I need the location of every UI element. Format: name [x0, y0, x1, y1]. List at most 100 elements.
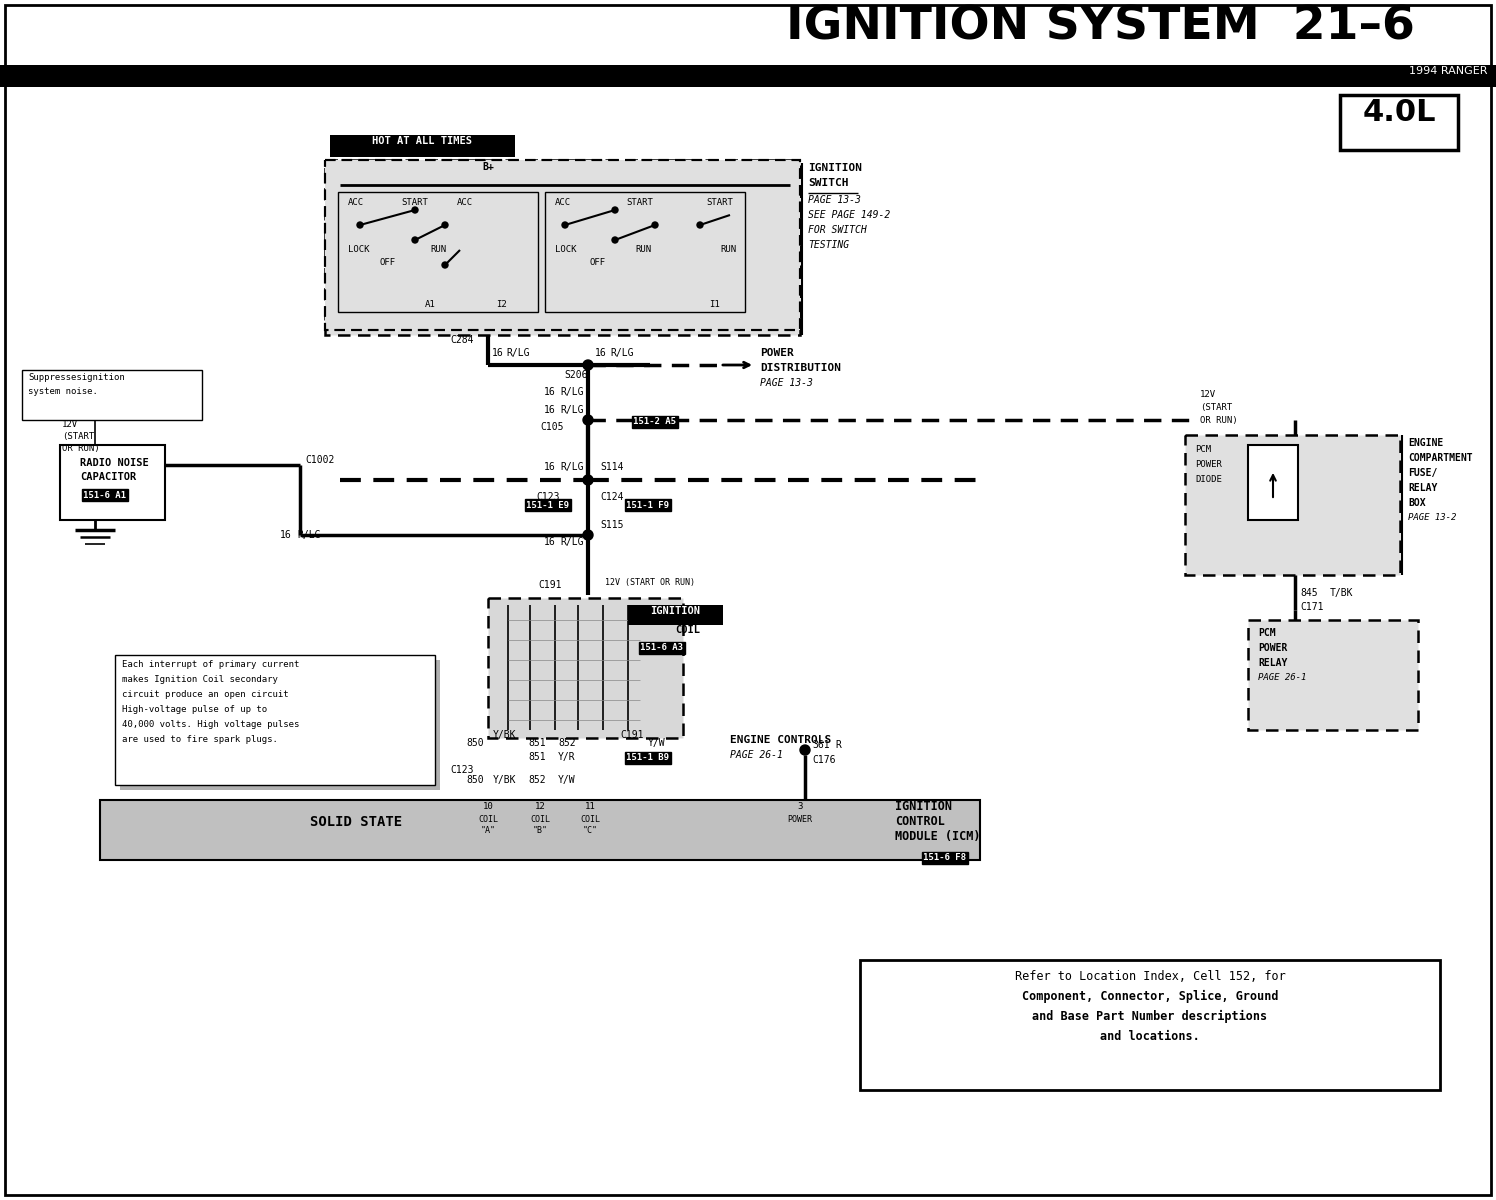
Text: 151-2 A5: 151-2 A5: [633, 418, 676, 426]
Text: 11: 11: [585, 802, 595, 811]
Text: 4.0L: 4.0L: [1363, 98, 1436, 127]
Text: R/LG: R/LG: [560, 538, 583, 547]
Bar: [1340, 95, 1459, 150]
Text: "B": "B": [533, 826, 548, 835]
Text: and Base Part Number descriptions: and Base Part Number descriptions: [1032, 1010, 1267, 1024]
Text: 151-6 A3: 151-6 A3: [640, 643, 684, 653]
Text: R: R: [835, 740, 841, 750]
Text: R/LG: R/LG: [560, 386, 583, 397]
Text: DISTRIBUTION: DISTRIBUTION: [760, 362, 841, 373]
Text: C105: C105: [540, 422, 564, 432]
Text: 16: 16: [545, 538, 557, 547]
Text: 16: 16: [545, 386, 557, 397]
Bar: [22, 370, 202, 420]
Text: RUN: RUN: [634, 245, 651, 254]
Text: PCM: PCM: [1258, 628, 1276, 638]
Text: circuit produce an open circuit: circuit produce an open circuit: [123, 690, 289, 698]
Text: RUN: RUN: [429, 245, 446, 254]
Text: Y/R: Y/R: [558, 752, 576, 762]
Text: RUN: RUN: [720, 245, 736, 254]
Text: ACC: ACC: [349, 198, 364, 206]
Text: OFF: OFF: [589, 258, 606, 266]
Circle shape: [612, 206, 618, 214]
Text: POWER: POWER: [1195, 460, 1222, 469]
Text: LOCK: LOCK: [349, 245, 370, 254]
Text: OFF: OFF: [380, 258, 396, 266]
Text: 851: 851: [528, 738, 546, 748]
Text: 16: 16: [280, 530, 292, 540]
Bar: [325, 160, 800, 330]
Text: SOLID STATE: SOLID STATE: [310, 815, 402, 829]
Text: IGNITION: IGNITION: [649, 606, 700, 616]
Text: IGNITION: IGNITION: [895, 800, 951, 814]
Bar: [0, 65, 1496, 86]
Text: 151-1 B9: 151-1 B9: [627, 754, 670, 762]
Text: Component, Connector, Splice, Ground: Component, Connector, Splice, Ground: [1022, 990, 1278, 1003]
Text: 151-6 F8: 151-6 F8: [923, 853, 966, 863]
Text: C123: C123: [536, 492, 560, 502]
Text: S114: S114: [600, 462, 624, 472]
Bar: [488, 598, 684, 738]
Text: 151-1 E9: 151-1 E9: [527, 500, 570, 510]
Text: IGNITION SYSTEM  21–6: IGNITION SYSTEM 21–6: [785, 5, 1414, 50]
Text: 12V (START OR RUN): 12V (START OR RUN): [604, 578, 696, 587]
Text: C123: C123: [450, 766, 474, 775]
Text: Y/BK: Y/BK: [494, 775, 516, 785]
Text: HOT AT ALL TIMES: HOT AT ALL TIMES: [373, 136, 473, 146]
Text: CONTROL: CONTROL: [895, 815, 945, 828]
Bar: [120, 660, 440, 790]
Text: COIL: COIL: [675, 625, 700, 635]
Text: Suppressesignition: Suppressesignition: [28, 373, 124, 382]
Text: R/LG: R/LG: [610, 348, 633, 358]
Text: FOR SWITCH: FOR SWITCH: [808, 226, 866, 235]
Text: Refer to Location Index, Cell 152, for: Refer to Location Index, Cell 152, for: [1014, 970, 1285, 983]
Bar: [338, 192, 539, 312]
Text: C171: C171: [1300, 602, 1324, 612]
Text: 40,000 volts. High voltage pulses: 40,000 volts. High voltage pulses: [123, 720, 299, 728]
Text: R/LG: R/LG: [560, 462, 583, 472]
Text: are used to fire spark plugs.: are used to fire spark plugs.: [123, 734, 278, 744]
Text: RADIO NOISE: RADIO NOISE: [79, 458, 148, 468]
Bar: [331, 134, 515, 157]
Bar: [60, 445, 165, 520]
Text: OR RUN): OR RUN): [1200, 416, 1237, 425]
Text: T/BK: T/BK: [1330, 588, 1354, 598]
Text: Y/W: Y/W: [648, 738, 666, 748]
Text: COIL: COIL: [580, 815, 600, 824]
Text: TESTING: TESTING: [808, 240, 850, 250]
Text: C191: C191: [539, 580, 561, 590]
Text: Y/BK: Y/BK: [494, 730, 516, 740]
Circle shape: [583, 530, 592, 540]
Text: POWER: POWER: [787, 815, 812, 824]
Text: C124: C124: [600, 492, 624, 502]
Text: COIL: COIL: [479, 815, 498, 824]
Text: PAGE 13-3: PAGE 13-3: [760, 378, 812, 388]
Bar: [325, 160, 800, 330]
Text: ACC: ACC: [555, 198, 571, 206]
Text: "A": "A": [480, 826, 495, 835]
Text: and locations.: and locations.: [1100, 1030, 1200, 1043]
Text: ACC: ACC: [456, 198, 473, 206]
Text: (START: (START: [1200, 403, 1233, 412]
Text: 1994 RANGER: 1994 RANGER: [1409, 66, 1489, 76]
Text: ENGINE CONTROLS: ENGINE CONTROLS: [730, 734, 832, 745]
Circle shape: [697, 222, 703, 228]
Circle shape: [652, 222, 658, 228]
Text: COIL: COIL: [530, 815, 551, 824]
Text: OR RUN): OR RUN): [61, 444, 100, 452]
Text: 16: 16: [595, 348, 607, 358]
Text: 10: 10: [483, 802, 494, 811]
Text: 12: 12: [534, 802, 546, 811]
Circle shape: [612, 236, 618, 242]
Text: A1: A1: [425, 300, 435, 308]
Text: START: START: [401, 198, 428, 206]
Text: I1: I1: [709, 300, 721, 308]
Text: PAGE 26-1: PAGE 26-1: [1258, 673, 1306, 682]
Text: PAGE 13-3: PAGE 13-3: [808, 194, 860, 205]
Bar: [1185, 434, 1400, 575]
Text: SWITCH: SWITCH: [808, 178, 848, 188]
Text: C284: C284: [450, 335, 474, 346]
Bar: [545, 192, 745, 312]
Text: 12V: 12V: [1200, 390, 1216, 398]
Text: MODULE (ICM): MODULE (ICM): [895, 830, 980, 842]
